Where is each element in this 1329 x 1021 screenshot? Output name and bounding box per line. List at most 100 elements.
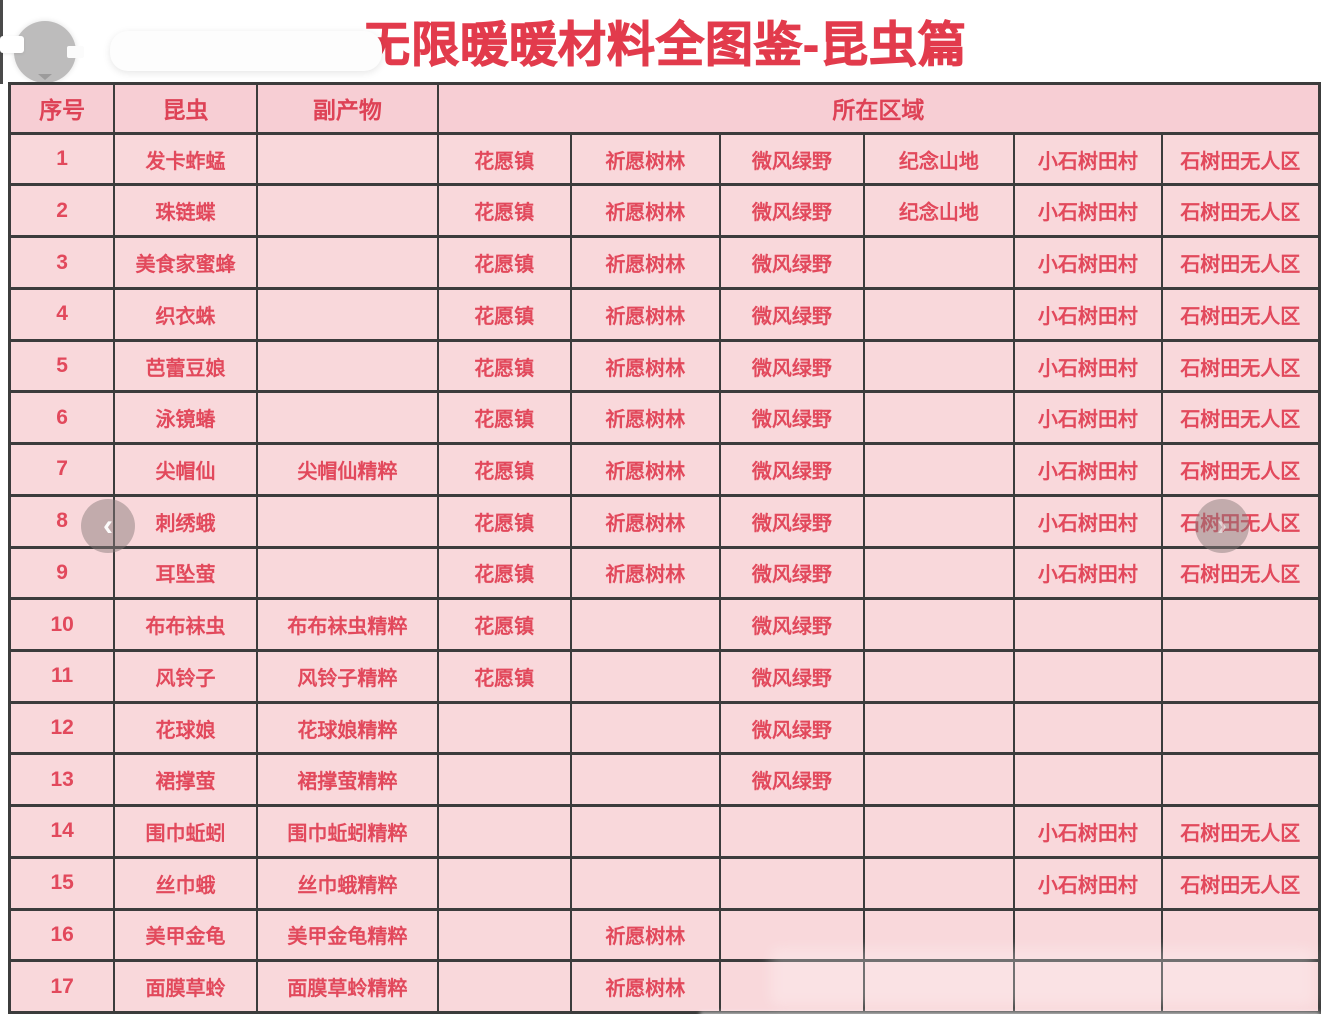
- chevron-right-icon: ›: [1217, 509, 1227, 542]
- region-cell: 微风绿野: [721, 393, 863, 443]
- row-index: 16: [11, 910, 114, 960]
- row-index: 2: [11, 186, 114, 236]
- byproduct-name: [257, 289, 437, 339]
- region-cell: 祈愿树林: [571, 186, 720, 236]
- region-cell: 小石树田村: [1015, 807, 1161, 856]
- region-cell: 小石树田村: [1015, 134, 1161, 184]
- region-cell: [1015, 703, 1161, 753]
- region-cell: 石树田无人区: [1162, 548, 1318, 598]
- region-cell: [571, 703, 720, 753]
- insect-name: 珠链蝶: [115, 186, 256, 236]
- region-cell: 石树田无人区: [1162, 858, 1318, 908]
- region-cell: 祈愿树林: [571, 289, 720, 339]
- region-cell: [864, 393, 1014, 443]
- insect-name: 裙撑萤: [115, 755, 256, 805]
- insect-name: 面膜草蛉: [115, 962, 256, 1011]
- byproduct-name: [257, 496, 437, 546]
- region-cell: 微风绿野: [721, 548, 863, 598]
- row-index: 8: [11, 496, 114, 546]
- byproduct-name: [257, 341, 437, 391]
- insect-name: 布布袜虫: [115, 600, 256, 649]
- region-cell: 祈愿树林: [571, 341, 720, 391]
- insect-name: 刺绣蛾: [115, 496, 256, 546]
- region-cell: [864, 289, 1014, 339]
- row-index: 15: [11, 858, 114, 908]
- region-cell: 石树田无人区: [1162, 807, 1318, 856]
- region-cell: 花愿镇: [438, 548, 570, 598]
- region-cell: 微风绿野: [721, 134, 863, 184]
- byproduct-name: [257, 186, 437, 236]
- row-index: 12: [11, 703, 114, 753]
- byproduct-name: 尖帽仙精粹: [257, 445, 437, 494]
- region-cell: [864, 548, 1014, 598]
- byproduct-name: 围巾蚯蚓精粹: [257, 807, 437, 856]
- insect-name: 美食家蜜蜂: [115, 238, 256, 287]
- region-cell: [864, 341, 1014, 391]
- insect-name: 尖帽仙: [115, 445, 256, 494]
- region-cell: 祈愿树林: [571, 445, 720, 494]
- region-cell: [571, 600, 720, 649]
- region-cell: 花愿镇: [438, 289, 570, 339]
- row-index: 1: [11, 134, 114, 184]
- row-index: 11: [11, 651, 114, 701]
- byproduct-name: 美甲金龟精粹: [257, 910, 437, 960]
- byproduct-name: 丝巾蛾精粹: [257, 858, 437, 908]
- prev-page-button[interactable]: ‹: [81, 499, 135, 553]
- region-cell: [1015, 962, 1161, 1011]
- region-cell: [864, 496, 1014, 546]
- region-cell: [438, 807, 570, 856]
- region-cell: [864, 445, 1014, 494]
- region-cell: [1162, 755, 1318, 805]
- region-cell: 微风绿野: [721, 445, 863, 494]
- region-cell: 花愿镇: [438, 600, 570, 649]
- byproduct-name: 布布袜虫精粹: [257, 600, 437, 649]
- region-cell: 微风绿野: [721, 186, 863, 236]
- region-cell: [721, 962, 863, 1011]
- row-index: 4: [11, 289, 114, 339]
- region-cell: 石树田无人区: [1162, 134, 1318, 184]
- insect-name: 泳镜蝽: [115, 393, 256, 443]
- region-cell: 石树田无人区: [1162, 186, 1318, 236]
- region-cell: [864, 858, 1014, 908]
- region-cell: [721, 910, 863, 960]
- row-index: 9: [11, 548, 114, 598]
- insect-name: 丝巾蛾: [115, 858, 256, 908]
- region-cell: [864, 755, 1014, 805]
- region-cell: [1015, 910, 1161, 960]
- region-cell: 微风绿野: [721, 341, 863, 391]
- region-cell: [438, 755, 570, 805]
- insect-name: 美甲金龟: [115, 910, 256, 960]
- region-cell: 石树田无人区: [1162, 341, 1318, 391]
- region-cell: [1015, 600, 1161, 649]
- region-cell: [1162, 962, 1318, 1011]
- region-cell: 纪念山地: [864, 186, 1014, 236]
- byproduct-name: 裙撑萤精粹: [257, 755, 437, 805]
- byproduct-name: [257, 548, 437, 598]
- region-cell: [571, 807, 720, 856]
- insect-name: 耳坠萤: [115, 548, 256, 598]
- region-cell: 小石树田村: [1015, 289, 1161, 339]
- region-cell: 花愿镇: [438, 445, 570, 494]
- region-cell: 小石树田村: [1015, 393, 1161, 443]
- column-header-insect: 昆虫: [115, 85, 256, 132]
- row-index: 3: [11, 238, 114, 287]
- region-cell: [864, 703, 1014, 753]
- avatar[interactable]: [14, 21, 76, 83]
- region-cell: [1162, 703, 1318, 753]
- next-page-button[interactable]: ›: [1195, 499, 1249, 553]
- region-cell: 石树田无人区: [1162, 289, 1318, 339]
- region-cell: [438, 910, 570, 960]
- region-cell: [864, 651, 1014, 701]
- insect-name: 织衣蛛: [115, 289, 256, 339]
- region-cell: 石树田无人区: [1162, 496, 1318, 546]
- byproduct-name: 面膜草蛉精粹: [257, 962, 437, 1011]
- region-cell: 花愿镇: [438, 393, 570, 443]
- region-cell: [864, 910, 1014, 960]
- region-cell: 小石树田村: [1015, 238, 1161, 287]
- region-cell: 花愿镇: [438, 651, 570, 701]
- region-cell: 微风绿野: [721, 238, 863, 287]
- byproduct-name: 花球娘精粹: [257, 703, 437, 753]
- region-cell: [1162, 651, 1318, 701]
- column-header-region: 所在区域: [438, 85, 1318, 132]
- region-cell: [864, 600, 1014, 649]
